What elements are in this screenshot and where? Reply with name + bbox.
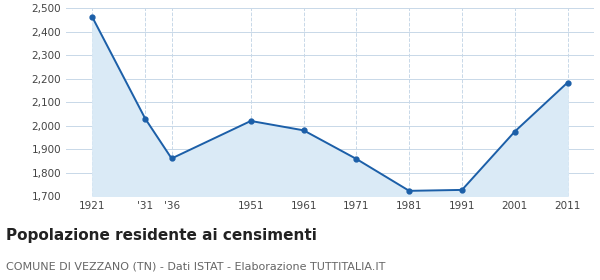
- Text: Popolazione residente ai censimenti: Popolazione residente ai censimenti: [6, 228, 317, 243]
- Text: COMUNE DI VEZZANO (TN) - Dati ISTAT - Elaborazione TUTTITALIA.IT: COMUNE DI VEZZANO (TN) - Dati ISTAT - El…: [6, 262, 385, 272]
